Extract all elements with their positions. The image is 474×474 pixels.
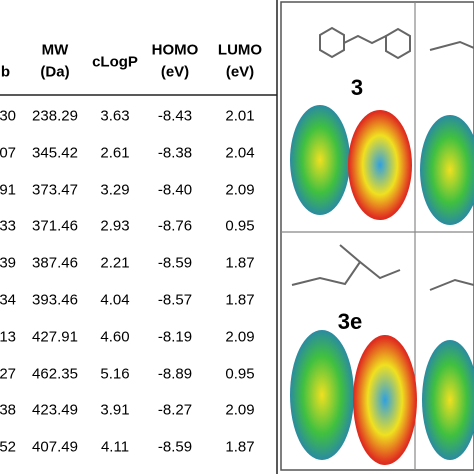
table-cell: -8.38 (157, 144, 193, 162)
table-cell: 2.01 (225, 107, 255, 125)
table-cell: 2.09 (225, 328, 255, 346)
table-cell: -8.59 (157, 438, 193, 456)
header-cell: (eV) (225, 63, 255, 81)
esp-surface (290, 105, 350, 215)
table-cell: 3.29 (100, 181, 130, 199)
esp-surface (422, 340, 474, 460)
table-cell: 2.04 (225, 144, 255, 162)
table-cell: 2.09 (225, 401, 255, 419)
header-cell: b (0, 63, 10, 81)
table-cell: 345.42 (32, 144, 78, 162)
table-cell: 387.46 (32, 254, 78, 272)
table-cell: -8.19 (157, 328, 193, 346)
table-cell: 3.91 (100, 401, 130, 419)
table-cell: 2.61 (100, 144, 130, 162)
table-cell: 2.21 (100, 254, 130, 272)
table-cell: 1.87 (225, 254, 255, 272)
table-cell: 3.63 (100, 107, 130, 125)
table-cell: 1.87 (225, 291, 255, 309)
table-cell: 5.16 (100, 365, 130, 383)
table-cell: -8.27 (157, 401, 193, 419)
table-cell: 30 (0, 107, 16, 125)
table-cell: 07 (0, 144, 16, 162)
table-cell: 238.29 (32, 107, 78, 125)
esp-surface (290, 330, 354, 460)
panel-label: 3e (337, 309, 363, 334)
esp-surface (353, 335, 417, 465)
table-cell: 373.47 (32, 181, 78, 199)
table-cell: 91 (0, 181, 16, 199)
table-cell: 0.95 (225, 217, 255, 235)
table-cell: 13 (0, 328, 16, 346)
panel-label: 3 (350, 75, 364, 100)
table-cell: -8.57 (157, 291, 193, 309)
table-cell: 423.49 (32, 401, 78, 419)
table-cell: 4.11 (100, 438, 130, 456)
stick-model (291, 26, 474, 291)
table-cell: 371.46 (32, 217, 78, 235)
header-cell: HOMO (151, 41, 199, 59)
table-cell: -8.89 (157, 365, 193, 383)
esp-surface (348, 110, 412, 220)
table-cell: 1.87 (225, 438, 255, 456)
header-cell: LUMO (217, 41, 263, 59)
table-cell: -8.43 (157, 107, 193, 125)
table-cell: 2.93 (100, 217, 130, 235)
table-cell: 393.46 (32, 291, 78, 309)
image-frame (280, 1, 474, 471)
table-cell: 407.49 (32, 438, 78, 456)
table-cell: 33 (0, 217, 16, 235)
table-cell: 0.95 (225, 365, 255, 383)
table-cell: 39 (0, 254, 16, 272)
table-cell: 4.60 (100, 328, 130, 346)
table-cell: -8.76 (157, 217, 193, 235)
table-cell: 427.91 (32, 328, 78, 346)
header-cell: cLogP (92, 53, 138, 71)
esp-surface (420, 115, 474, 225)
header-cell: MW (41, 41, 69, 59)
table-cell: -8.59 (157, 254, 193, 272)
table-cell: 52 (0, 438, 16, 456)
header-cell: (eV) (160, 63, 190, 81)
table-cell: 4.04 (100, 291, 130, 309)
table-cell: 34 (0, 291, 16, 309)
table-cell: 462.35 (32, 365, 78, 383)
table-cell: 2.09 (225, 181, 255, 199)
table-cell: 38 (0, 401, 16, 419)
header-cell: (Da) (40, 63, 70, 81)
table-cell: 27 (0, 365, 16, 383)
table-cell: -8.40 (157, 181, 193, 199)
